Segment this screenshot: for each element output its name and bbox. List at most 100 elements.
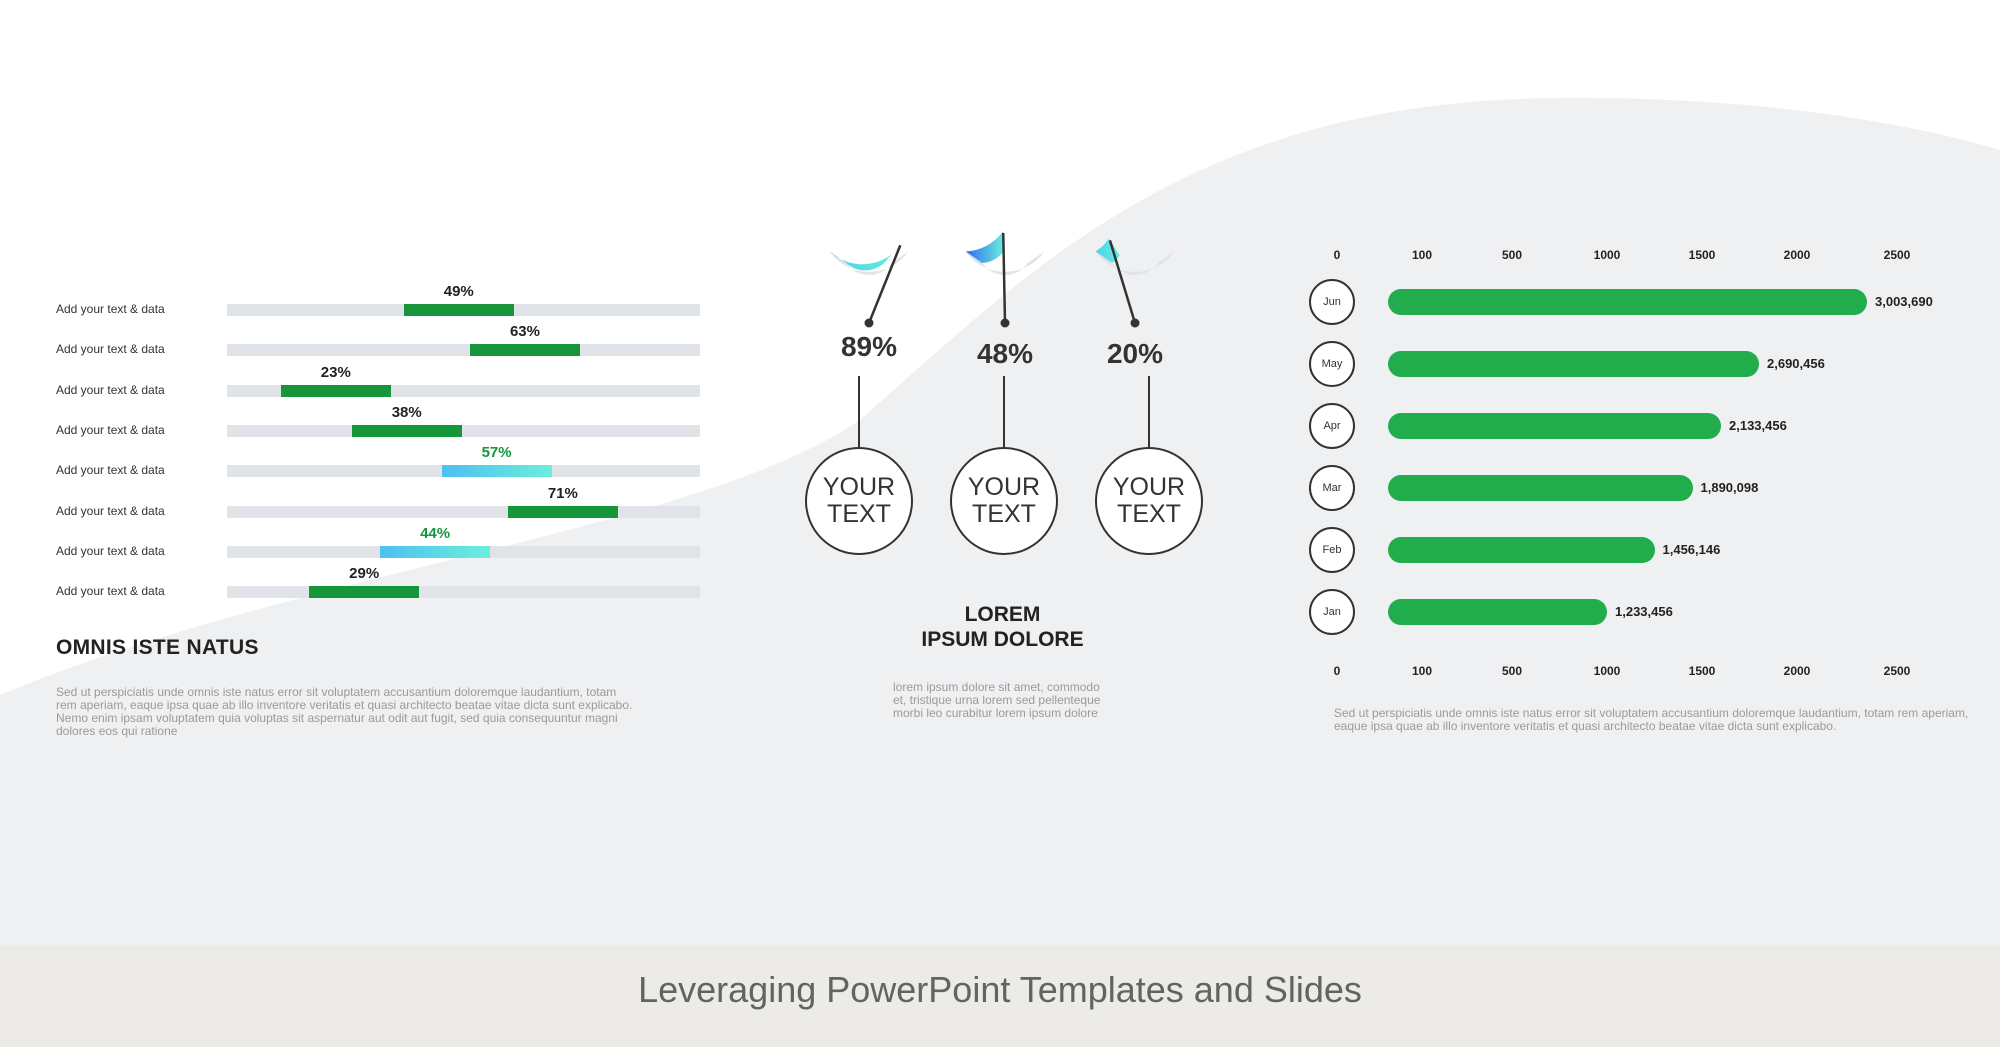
progress-row-label: Add your text & data [56, 463, 165, 478]
progress-percent-label: 71% [547, 484, 578, 502]
x-axis-tick-bottom: 1500 [1688, 664, 1716, 678]
progress-fill [441, 465, 552, 478]
bar-value-label: 1,233,456 [1615, 604, 1673, 619]
month-label: Feb [1309, 527, 1355, 573]
gauge-needle [1108, 240, 1137, 324]
chart-bar [1388, 351, 1759, 377]
text-circle-label: YOUR TEXT [1112, 473, 1186, 528]
month-label: Jan [1309, 589, 1355, 635]
connector-line [1003, 376, 1005, 448]
progress-row-label: Add your text & data [56, 584, 165, 599]
progress-fill [280, 384, 391, 397]
gauge-pivot [864, 318, 874, 328]
text-circle-label: YOUR TEXT [967, 473, 1041, 528]
progress-fill [469, 344, 580, 357]
x-axis-tick-bottom: 100 [1411, 664, 1433, 678]
progress-row: Add your text & data 23% [0, 364, 720, 404]
text-circle: YOUR TEXT [950, 447, 1058, 555]
gauge-percent-label: 20% [1106, 338, 1164, 369]
gauge-fill [829, 243, 902, 271]
progress-percent-label: 63% [509, 323, 540, 341]
gauge-pivot [1130, 318, 1140, 328]
chart-bar [1388, 599, 1607, 625]
chart-bar [1388, 475, 1693, 501]
x-axis-tick-bottom: 500 [1501, 664, 1523, 678]
progress-percent-label: 38% [391, 403, 422, 421]
footer-band: Leveraging PowerPoint Templates and Slid… [0, 945, 2000, 1047]
x-axis-tick-top: 2500 [1883, 248, 1911, 262]
x-axis-tick-top: 1000 [1593, 248, 1621, 262]
gauge-track [965, 251, 1045, 275]
gauge-needle [867, 244, 902, 324]
left-section-title: OMNIS ISTE NATUS [56, 636, 259, 659]
text-circle: YOUR TEXT [1095, 447, 1203, 555]
x-axis-tick-top: 2000 [1783, 248, 1811, 262]
gauge-percent-label: 89% [840, 331, 898, 362]
middle-title-line1: LOREM [964, 603, 1041, 626]
x-axis-tick-top: 500 [1501, 248, 1523, 262]
progress-percent-label: 29% [349, 565, 380, 583]
x-axis-tick-bottom: 2000 [1783, 664, 1811, 678]
progress-row-label: Add your text & data [56, 422, 165, 437]
progress-fill [507, 505, 618, 518]
progress-track [227, 344, 700, 357]
month-label: Jun [1309, 279, 1355, 325]
progress-row: Add your text & data 29% [0, 565, 720, 605]
progress-fill [309, 586, 420, 599]
gauge-percent-label: 48% [976, 338, 1034, 369]
progress-fill [351, 424, 462, 437]
progress-fill [380, 545, 491, 558]
bar-value-label: 3,003,690 [1875, 294, 1933, 309]
progress-row-label: Add your text & data [56, 503, 165, 518]
x-axis-tick-bottom: 1000 [1593, 664, 1621, 678]
progress-row: Add your text & data 38% [0, 404, 720, 444]
bar-value-label: 1,456,146 [1662, 542, 1721, 557]
connector-line [858, 376, 860, 448]
progress-row: Add your text & data 49% [0, 283, 720, 323]
progress-row: Add your text & data 57% [0, 444, 720, 484]
progress-row-label: Add your text & data [56, 382, 165, 397]
text-circle: YOUR TEXT [805, 447, 913, 555]
gauge-needle [1001, 233, 1007, 324]
x-axis-tick-top: 100 [1411, 248, 1433, 262]
bar-value-label: 2,690,456 [1767, 356, 1825, 371]
x-axis-tick-top: 0 [1333, 248, 1341, 262]
progress-fill [403, 304, 514, 316]
bar-value-label: 1,890,098 [1700, 480, 1759, 495]
text-circle-label: YOUR TEXT [822, 473, 896, 528]
progress-row-label: Add your text & data [56, 543, 165, 558]
bar-value-label: 2,133,456 [1729, 418, 1787, 433]
progress-row-label: Add your text & data [56, 302, 165, 316]
month-label: May [1309, 341, 1355, 387]
progress-row: Add your text & data 71% [0, 485, 720, 525]
progress-percent-label: 57% [481, 444, 512, 462]
left-section-description: Sed ut perspiciatis unde omnis iste natu… [56, 685, 633, 738]
chart-bar [1388, 413, 1721, 439]
middle-section-description: lorem ipsum dolore sit amet, commodo et,… [893, 680, 1101, 720]
progress-track [227, 424, 700, 437]
x-axis-tick-bottom: 0 [1333, 664, 1341, 678]
x-axis-tick-bottom: 2500 [1883, 664, 1911, 678]
progress-row-label: Add your text & data [56, 342, 165, 357]
gauge-pivot [1000, 318, 1010, 328]
right-section-description: Sed ut perspiciatis unde omnis iste natu… [1334, 706, 1969, 733]
x-axis-tick-top: 1500 [1688, 248, 1716, 262]
progress-row: Add your text & data 63% [0, 323, 720, 363]
footer-title: Leveraging PowerPoint Templates and Slid… [638, 969, 1362, 1010]
gauge-track [1095, 251, 1175, 275]
progress-percent-label: 23% [320, 363, 351, 381]
connector-line [1148, 376, 1150, 448]
progress-row: Add your text & data 44% [0, 525, 720, 565]
chart-bar [1388, 289, 1867, 315]
progress-percent-label: 44% [420, 524, 451, 542]
gauge-fill [965, 231, 1004, 263]
middle-section-title: LOREM IPSUM DOLORE [870, 602, 1135, 652]
middle-title-line2: IPSUM DOLORE [921, 628, 1084, 651]
chart-bar [1388, 537, 1655, 563]
month-label: Mar [1309, 465, 1355, 511]
month-label: Apr [1309, 403, 1355, 449]
progress-percent-label: 49% [443, 283, 474, 300]
